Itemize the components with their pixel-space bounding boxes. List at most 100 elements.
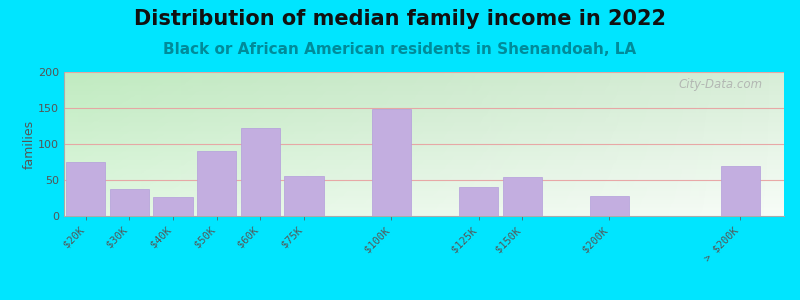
Bar <box>64 83 784 85</box>
Bar <box>64 200 784 201</box>
Bar <box>64 91 784 92</box>
Bar <box>64 171 784 172</box>
Bar <box>64 100 784 101</box>
Bar <box>64 144 784 145</box>
Bar <box>64 182 784 183</box>
Bar <box>110 189 149 216</box>
Bar <box>64 153 784 154</box>
Bar <box>64 125 784 126</box>
Bar <box>64 79 784 80</box>
Bar <box>64 177 784 178</box>
Bar <box>64 94 784 95</box>
Bar <box>64 130 784 131</box>
Bar <box>64 104 784 105</box>
Bar <box>64 168 784 169</box>
Bar <box>502 177 542 216</box>
Bar <box>64 202 784 203</box>
Bar <box>64 133 784 134</box>
Bar <box>64 164 784 165</box>
Bar <box>66 162 106 216</box>
Bar <box>64 160 784 161</box>
Bar <box>64 146 784 147</box>
Bar <box>64 178 784 179</box>
Bar <box>64 211 784 212</box>
Bar <box>64 161 784 162</box>
Bar <box>64 176 784 177</box>
Bar <box>64 138 784 139</box>
Bar <box>64 82 784 83</box>
Bar <box>64 76 784 77</box>
Bar <box>64 93 784 94</box>
Bar <box>64 96 784 97</box>
Bar <box>64 172 784 173</box>
Bar <box>64 119 784 120</box>
Bar <box>64 181 784 182</box>
Bar <box>64 174 784 175</box>
Bar <box>64 189 784 190</box>
Bar <box>64 203 784 205</box>
Bar <box>721 166 760 216</box>
Bar <box>64 89 784 90</box>
Bar <box>64 129 784 130</box>
Bar <box>64 109 784 110</box>
Bar <box>64 188 784 189</box>
Bar <box>64 127 784 128</box>
Bar <box>64 194 784 195</box>
Bar <box>64 169 784 170</box>
Text: Distribution of median family income in 2022: Distribution of median family income in … <box>134 9 666 29</box>
Bar <box>64 90 784 91</box>
Bar <box>64 85 784 86</box>
Bar <box>64 131 784 133</box>
Bar <box>64 75 784 76</box>
Bar <box>64 114 784 115</box>
Bar <box>459 187 498 216</box>
Bar <box>64 159 784 160</box>
Bar <box>284 176 324 216</box>
Bar <box>64 148 784 149</box>
Bar <box>64 187 784 188</box>
Bar <box>197 151 236 216</box>
Bar <box>64 126 784 127</box>
Bar <box>64 149 784 150</box>
Bar <box>64 116 784 117</box>
Bar <box>64 175 784 176</box>
Bar <box>64 158 784 159</box>
Bar <box>64 179 784 181</box>
Bar <box>64 87 784 88</box>
Bar <box>590 196 629 216</box>
Bar <box>64 183 784 184</box>
Bar <box>64 141 784 142</box>
Bar <box>64 163 784 164</box>
Bar <box>64 81 784 82</box>
Bar <box>64 82 784 83</box>
Bar <box>64 111 784 112</box>
Bar <box>64 193 784 194</box>
Bar <box>64 199 784 200</box>
Bar <box>64 186 784 187</box>
Bar <box>64 136 784 137</box>
Bar <box>64 197 784 198</box>
Bar <box>64 213 784 214</box>
Text: Black or African American residents in Shenandoah, LA: Black or African American residents in S… <box>163 42 637 57</box>
Bar <box>64 118 784 119</box>
Bar <box>64 155 784 157</box>
Bar <box>64 154 784 155</box>
Bar <box>64 107 784 109</box>
Y-axis label: families: families <box>22 119 35 169</box>
Bar <box>64 113 784 114</box>
Bar <box>64 128 784 129</box>
Bar <box>64 167 784 168</box>
Bar <box>64 73 784 74</box>
Bar <box>64 170 784 171</box>
Bar <box>64 214 784 215</box>
Bar <box>64 137 784 138</box>
Text: City-Data.com: City-Data.com <box>678 78 762 91</box>
Bar <box>64 74 784 75</box>
Bar <box>64 162 784 163</box>
Bar <box>64 124 784 125</box>
Bar <box>64 110 784 111</box>
Bar <box>64 205 784 206</box>
Bar <box>64 120 784 121</box>
Bar <box>64 88 784 89</box>
Bar <box>64 212 784 213</box>
